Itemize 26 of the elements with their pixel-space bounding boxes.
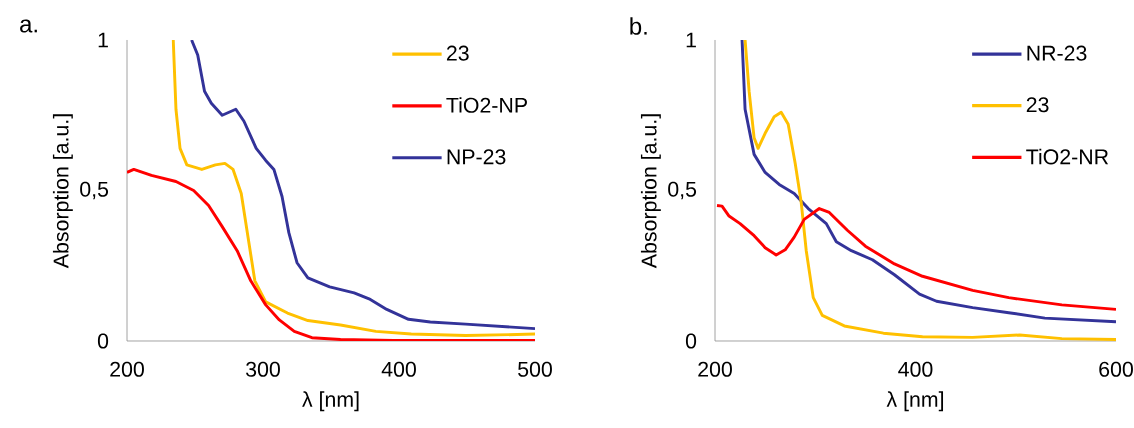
y-tick-label: 0 bbox=[685, 333, 697, 349]
y-tick-label: 1 bbox=[686, 32, 696, 48]
chart-title: a. bbox=[20, 19, 37, 33]
y-tick-label: 1 bbox=[98, 32, 108, 48]
legend-label: NR-23 bbox=[1027, 45, 1087, 61]
line-series bbox=[715, 204, 1117, 311]
y-tick-label: 0 bbox=[97, 333, 109, 349]
y-tick-label: 0,5 bbox=[80, 181, 109, 200]
x-tick-label: 400 bbox=[381, 361, 416, 377]
legend-label: TiO2-NP bbox=[446, 97, 527, 113]
legend-label: 23 bbox=[446, 45, 469, 61]
y-axis-title: Absorption [a.u.] bbox=[640, 114, 661, 269]
legend-label: TiO2-NR bbox=[1026, 148, 1109, 165]
x-tick-label: 400 bbox=[898, 361, 933, 377]
x-tick-label: 600 bbox=[1099, 361, 1133, 377]
x-tick-label: 300 bbox=[246, 361, 280, 377]
x-tick-label: 200 bbox=[698, 361, 732, 377]
x-axis-title: λ [nm] bbox=[302, 391, 359, 412]
y-tick-label: 0,5 bbox=[668, 181, 697, 200]
x-axis-title: λ [nm] bbox=[886, 391, 944, 412]
x-tick-label: 200 bbox=[110, 361, 144, 377]
y-axis-title: Absorption [a.u.] bbox=[52, 114, 73, 269]
chart-title: b. bbox=[630, 17, 647, 35]
legend-label: 23 bbox=[1026, 97, 1049, 113]
x-tick-label: 500 bbox=[518, 361, 552, 377]
legend-label: NP-23 bbox=[447, 149, 506, 165]
